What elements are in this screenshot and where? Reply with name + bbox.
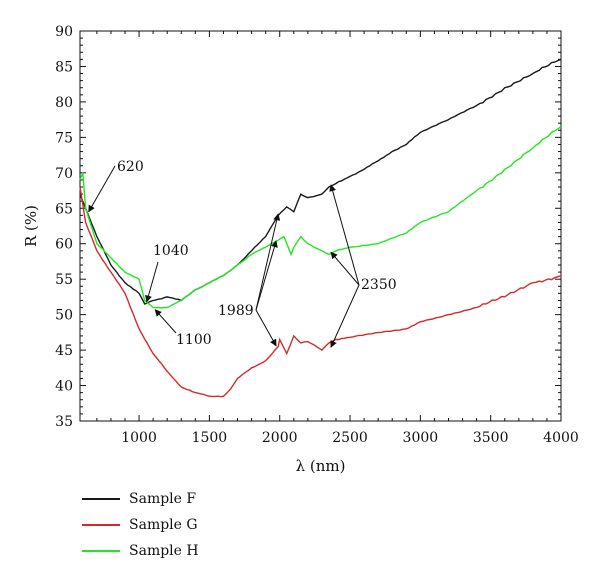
plot-frame xyxy=(79,30,562,422)
reflectance-chart: 35 40 45 50 55 60 65 70 75 80 85 90 1000 1500 2000 2500… xyxy=(22,24,579,475)
legend-swatch-sample-g xyxy=(82,524,120,526)
series-layer xyxy=(79,58,562,398)
arrow-1989-f xyxy=(255,213,281,311)
y-tick-label-90: 90 xyxy=(55,24,73,40)
y-tick-label-70: 70 xyxy=(55,166,73,182)
legend: Sample F Sample G Sample H xyxy=(82,486,199,564)
annotation-1040: 1040 xyxy=(153,243,189,259)
x-tick-label-4000: 4000 xyxy=(543,430,579,446)
x-tick-label-2500: 2500 xyxy=(332,430,368,446)
arrow-620 xyxy=(88,165,116,213)
y-tick-label-40: 40 xyxy=(55,379,73,395)
y-axis-title: R (%) xyxy=(22,205,40,247)
annotation-2350: 2350 xyxy=(361,277,397,293)
arrow-2350-g xyxy=(330,284,360,348)
y-tick-label-45: 45 xyxy=(55,343,73,359)
y-tick-label-50: 50 xyxy=(55,308,73,324)
legend-swatch-sample-h xyxy=(82,550,120,552)
arrow-1989-h xyxy=(255,240,278,311)
x-tick-label-1000: 1000 xyxy=(121,430,157,446)
series-line-sample-h xyxy=(79,126,562,309)
annotation-1989: 1989 xyxy=(218,303,254,319)
arrow-1100 xyxy=(154,309,177,334)
arrow-2350-h xyxy=(330,251,360,286)
annotation-620: 620 xyxy=(117,159,144,175)
y-tick-label-75: 75 xyxy=(55,130,73,146)
x-tick-label-3000: 3000 xyxy=(403,430,439,446)
x-tick-label-3500: 3500 xyxy=(473,430,509,446)
annotation-layer: 620 1040 1100 1989 2350 xyxy=(88,159,397,348)
x-tick-label-2000: 2000 xyxy=(262,430,298,446)
x-tick-label-1500: 1500 xyxy=(192,430,228,446)
legend-label-sample-f: Sample F xyxy=(129,491,197,507)
y-tick-label-55: 55 xyxy=(55,272,73,288)
x-axis-title: λ (nm) xyxy=(296,457,346,475)
y-tick-label-65: 65 xyxy=(55,201,73,217)
series-line-sample-g xyxy=(79,186,562,398)
legend-item-sample-f: Sample F xyxy=(82,486,199,512)
annotation-1100: 1100 xyxy=(176,332,212,348)
arrow-1989-g xyxy=(255,309,277,347)
arrow-1040 xyxy=(145,261,159,303)
legend-swatch-sample-f xyxy=(82,498,120,500)
y-tick-label-35: 35 xyxy=(55,414,73,430)
legend-label-sample-h: Sample H xyxy=(129,543,199,559)
y-tick-label-80: 80 xyxy=(55,95,73,111)
legend-label-sample-g: Sample G xyxy=(129,517,198,533)
y-tick-label-85: 85 xyxy=(55,59,73,75)
y-tick-label-60: 60 xyxy=(55,237,73,253)
series-line-sample-f xyxy=(79,58,562,305)
legend-item-sample-h: Sample H xyxy=(82,538,199,564)
arrow-2350-f xyxy=(329,184,360,286)
legend-item-sample-g: Sample G xyxy=(82,512,199,538)
axes: 35 40 45 50 55 60 65 70 75 80 85 90 1000 1500 2000 2500… xyxy=(22,24,579,475)
